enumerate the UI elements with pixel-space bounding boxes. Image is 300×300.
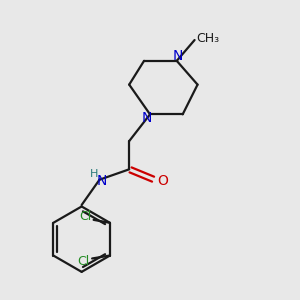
Text: N: N: [141, 111, 152, 125]
Text: Cl: Cl: [78, 255, 90, 268]
Text: N: N: [97, 174, 107, 188]
Text: Cl: Cl: [79, 210, 92, 224]
Text: O: O: [157, 174, 168, 188]
Text: N: N: [173, 50, 183, 63]
Text: CH₃: CH₃: [196, 32, 220, 45]
Text: H: H: [90, 169, 98, 179]
